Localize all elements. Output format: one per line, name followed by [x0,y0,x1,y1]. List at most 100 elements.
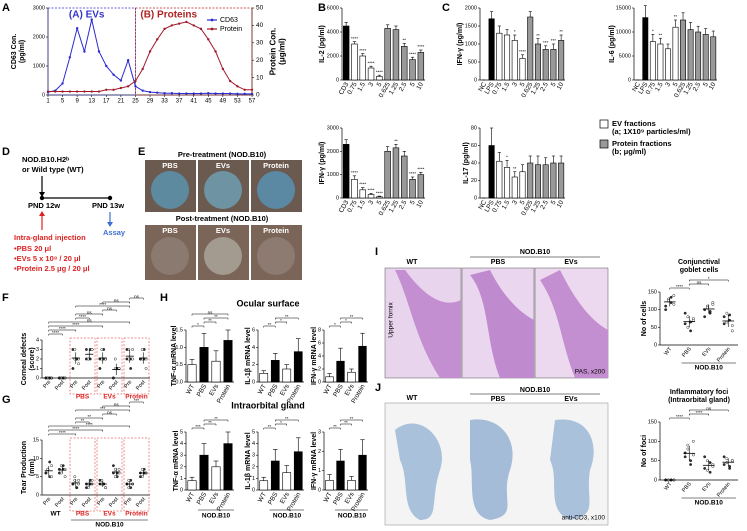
data-point [44,471,48,475]
dose: •EVs 5 x 10⁸ / 20 μl [14,254,81,263]
comparison-bracket [340,419,363,422]
y-axis-label: IL-6 (pg/ml) [609,25,616,63]
comparison-label: ns [87,318,93,323]
x-tick-label: Pre [69,379,79,389]
data-point [129,367,133,370]
panel-label: E [138,146,145,158]
point [90,18,93,21]
x-tick-label: Post [135,379,147,392]
comparison-bracket [275,321,287,324]
panel-label: F [2,292,9,304]
x-tick-label: Pre [96,379,106,389]
row-title: Pre-treatment (NOD.B10) [178,150,267,159]
point [163,27,166,31]
x-tick-label: Pre [123,496,133,506]
point [207,38,210,41]
comparison-bracket [48,333,63,336]
data-point [77,362,80,366]
significance: ** [659,32,663,37]
x-tick-label: 1.5 [501,199,512,211]
bar [270,460,280,491]
bar [496,32,503,81]
significance: ** [559,29,563,34]
strain: NOD.B10.H2ᵇ [22,155,69,164]
data-point [672,294,676,297]
point [68,90,72,93]
panel-j: WT NOD.B10 PBS EVs anti-CD3, x100 [384,387,609,526]
eye [151,171,189,209]
y-tick-label: 2 [318,449,321,455]
data-point [127,478,131,482]
dose: •PBS 20 μl [14,244,51,253]
significance: ** [394,139,398,144]
x-tick-label: PBS [332,491,345,506]
y-tick-label: 3 [180,453,183,459]
panel-label: D [2,146,10,158]
super-group-label: NOD.B10 [695,500,724,507]
region-label: (A) EVs [69,10,105,21]
x-tick-label: 5 [376,199,384,206]
bar [534,164,541,199]
point [90,90,93,93]
comparison-label: ** [268,322,272,327]
x-tick-label: PBS [267,383,280,398]
significance: ** [536,33,540,38]
legend-swatch [599,139,609,149]
comparison-label: **** [79,314,86,319]
y-tick-label: 0 [628,77,631,83]
comparison-label: **** [676,414,683,419]
point [148,90,152,94]
y-tick-label: 100 [648,307,657,313]
comparison-bracket [275,423,287,426]
comparison-label: *** [100,406,106,411]
y-tick-label: 0 [180,487,183,493]
group-label: NOD.B10 [202,513,231,520]
stain-label: anti-CD3, x100 [562,515,606,522]
comparison-label: **** [59,430,66,435]
chart-title: Conjunctival [678,259,720,266]
significance: **** [409,171,416,176]
y-tick-label: 4000 [327,29,339,35]
data-point [730,459,734,463]
point [192,24,195,27]
x-tick-label: 21 [118,99,125,105]
y-tick-label: 3 [252,453,255,459]
x-tick-label: 33 [161,99,168,105]
x-tick-label: 9 [75,99,79,105]
super-group-label: NOD.B10 [695,365,724,372]
x-tick-label: Protein [716,481,732,498]
data-point [691,439,695,443]
point [97,50,101,53]
y2-tick-label: 50 [256,5,264,12]
comparison-label: **** [72,426,79,431]
bar [325,376,334,383]
arrow-head [107,222,113,227]
y-tick-label: 6 [252,327,255,333]
tissue [470,419,513,520]
bar [680,19,686,81]
comparison-bracket [340,423,352,426]
data-point [63,475,67,479]
bar [695,31,702,81]
comparison-bracket [129,297,144,300]
data-point [686,447,690,451]
comparison-bracket [75,305,130,308]
x-tick-label: PBS [196,383,209,398]
data-point [664,308,668,312]
x-tick-label: NC [477,199,488,211]
panel-label: H [160,292,168,304]
data-point [71,367,75,370]
data-point [703,455,707,459]
group-label: NOD.B10 [520,249,550,256]
x-tick-label: 1.5 [356,199,367,211]
x-tick-label: 17 [103,99,110,105]
y-axis-label: No of cells [641,301,648,337]
y-tick-label: 3 [36,347,39,353]
group-label: Protein [125,511,147,518]
point [83,90,86,93]
bar [376,76,383,81]
bar [504,34,511,81]
x-tick-label: 2.5 [398,199,409,211]
x-tick-label: 57 [249,99,256,105]
bar [511,176,518,199]
